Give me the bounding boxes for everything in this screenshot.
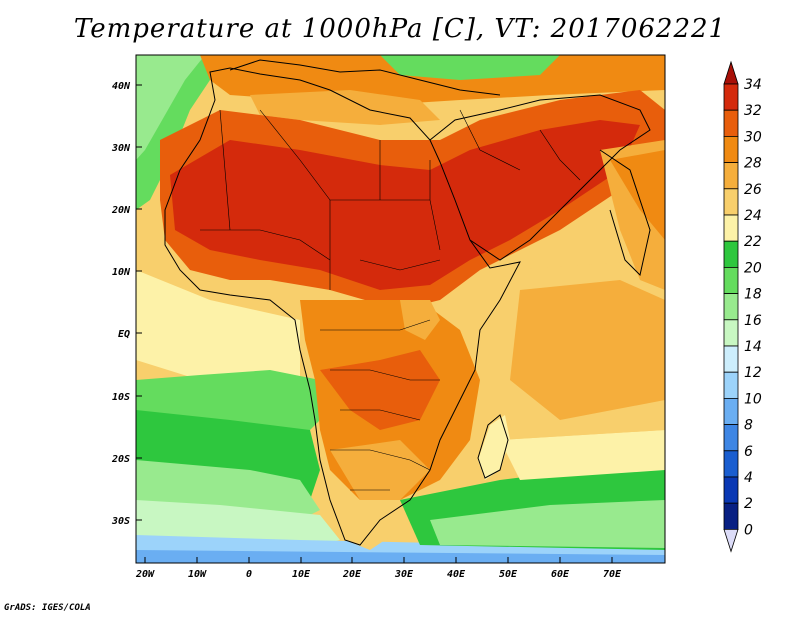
- temperature-field: [136, 55, 665, 563]
- lon-label: 20E: [342, 569, 362, 580]
- axis-ticks: [136, 84, 613, 563]
- colorbar-label: 12: [744, 365, 762, 381]
- lon-label: 30E: [394, 569, 414, 580]
- colorbar-bottom-arrow: [723, 529, 739, 553]
- colorbar-label: 20: [744, 260, 762, 276]
- lon-label: 10W: [188, 569, 207, 580]
- colorbar-swatch: [723, 240, 739, 268]
- colorbar-swatch: [723, 135, 739, 163]
- lat-label: 20N: [111, 205, 131, 216]
- coastlines: [164, 59, 651, 546]
- colorbar-swatch: [723, 293, 739, 321]
- colorbar-swatch: [723, 188, 739, 216]
- lon-label: 0: [246, 569, 252, 580]
- colorbar-swatch: [723, 424, 739, 452]
- colorbar-swatch: [723, 345, 739, 373]
- colorbar-swatch: [723, 397, 739, 425]
- footer-credit: GrADS: IGES/COLA: [4, 603, 91, 613]
- lon-label: 70E: [603, 569, 622, 580]
- colorbar-label: 4: [744, 470, 753, 486]
- colorbar-top-arrow: [723, 60, 739, 85]
- colorbar-swatch: [723, 319, 739, 347]
- colorbar-swatch: [723, 476, 739, 504]
- latitude-labels: 40N 30N 20N 10N EQ 10S 20S 30S: [111, 81, 131, 527]
- colorbar-swatch: [723, 266, 739, 294]
- colorbar-label: 22: [744, 234, 762, 250]
- lon-label: 40E: [447, 569, 466, 580]
- colorbar-label: 10: [744, 391, 762, 407]
- lat-label: 10S: [112, 392, 130, 403]
- longitude-labels: 20W 10W 0 10E 20E 30E 40E 50E 60E 70E: [135, 569, 622, 580]
- country-borders: [200, 109, 581, 491]
- lon-label: 20W: [135, 569, 155, 580]
- colorbar-swatch: [723, 450, 739, 478]
- colorbar-swatch: [723, 214, 739, 242]
- lat-label: 10N: [112, 267, 131, 278]
- lat-label: 30S: [111, 516, 130, 527]
- colorbar-swatch: [723, 83, 739, 111]
- lon-label: 10E: [292, 569, 311, 580]
- colorbar-label: 34: [744, 77, 762, 93]
- lon-label: 60E: [551, 569, 570, 580]
- colorbar-swatch: [723, 162, 739, 190]
- colorbar-label: 0: [744, 522, 753, 538]
- lat-label: 30N: [111, 143, 131, 154]
- colorbar-label: 14: [744, 339, 762, 355]
- colorbar-label: 6: [744, 444, 753, 460]
- plot-frame: [135, 54, 666, 564]
- colorbar-swatch: [723, 109, 739, 137]
- map-title: Temperature at 1000hPa [C], VT: 20170622…: [73, 14, 727, 44]
- colorbar-label: 30: [744, 129, 762, 145]
- colorbar-label: 28: [744, 156, 762, 172]
- lat-label: EQ: [118, 329, 130, 340]
- colorbar-label: 16: [744, 313, 762, 329]
- colorbar-label: 24: [744, 208, 762, 224]
- colorbar-label: 2: [744, 496, 753, 512]
- colorbar-label: 18: [744, 287, 762, 303]
- colorbar-swatch: [723, 502, 739, 530]
- lat-label: 40N: [112, 81, 131, 92]
- colorbar-label: 26: [744, 182, 762, 198]
- colorbar-swatch: [723, 371, 739, 399]
- colorbar-label: 8: [744, 418, 753, 434]
- colorbar-label: 32: [744, 103, 762, 119]
- lat-label: 20S: [111, 454, 130, 465]
- lon-label: 50E: [499, 569, 518, 580]
